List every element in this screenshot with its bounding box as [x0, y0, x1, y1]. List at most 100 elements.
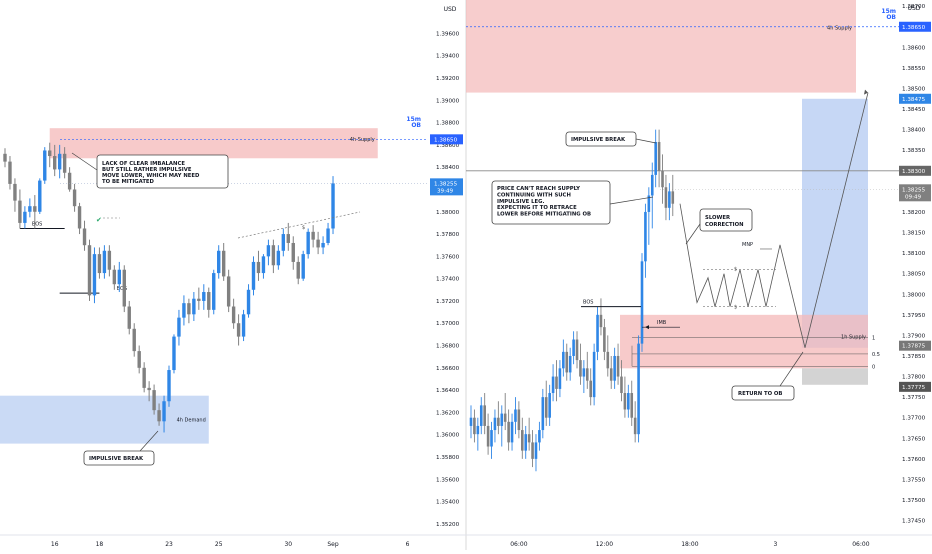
callout-box — [731, 385, 795, 401]
y-tick-label: 1.35800 — [436, 455, 460, 461]
candle-body — [28, 206, 32, 212]
candle-body — [500, 413, 504, 426]
candle-body — [236, 323, 241, 337]
y-tick-label: 1.38200 — [902, 210, 926, 216]
supply-zone — [620, 314, 868, 369]
candle-body — [603, 327, 606, 352]
stop-price-tag — [899, 381, 931, 392]
callout-text: SLOWER — [705, 215, 730, 221]
candle-body — [609, 368, 613, 381]
candle-body — [483, 405, 486, 426]
y-tick-label: 1.38000 — [436, 210, 460, 216]
y-tick-label: 1.39400 — [436, 54, 460, 60]
current-price: 1.38255 — [902, 187, 926, 193]
candle-body — [531, 442, 534, 459]
candle-body — [306, 231, 310, 255]
currency-label: USD — [908, 5, 921, 12]
candle-body — [647, 195, 651, 212]
current-price: 1.38255 — [434, 181, 458, 187]
y-tick-label: 1.35400 — [436, 500, 460, 506]
zone-label: 4h Supply — [827, 26, 852, 32]
y-tick-label: 1.37900 — [902, 333, 926, 339]
candle-body — [266, 245, 271, 257]
callout-arrow — [139, 430, 159, 452]
candle-body — [221, 250, 226, 277]
candle-body — [671, 191, 675, 204]
candle-body — [657, 141, 661, 171]
candle-body — [316, 239, 320, 248]
x-tick-label: 12:00 — [596, 541, 613, 548]
candle-body — [613, 355, 616, 381]
candle-body — [599, 314, 603, 328]
candle-body — [538, 430, 541, 443]
callout-box — [491, 180, 611, 225]
demand-zone — [0, 395, 209, 444]
candle-body — [97, 254, 102, 274]
y-tick-label: 1.38150 — [902, 231, 926, 237]
candle-body — [575, 339, 579, 361]
candle-body — [82, 228, 87, 246]
y-tick-label: 1.37800 — [902, 375, 926, 381]
candle-body — [177, 317, 181, 337]
target-zone — [802, 98, 868, 348]
callout-text: EXPECTING IT TO RETRACE — [497, 205, 577, 211]
candle-body — [18, 200, 22, 223]
candle-body — [281, 234, 286, 251]
callout-text: PRICE CAN'T REACH SUPPLY — [497, 186, 580, 192]
x-tick-label: 18:00 — [681, 541, 698, 548]
candle-body — [534, 442, 538, 459]
supply-zone — [466, 0, 856, 93]
liquidity-mark: $ — [734, 305, 737, 311]
left-chart: 4h Supply 4h Demand BOS BOS $ ✔ LACK OF CLEAR … — [0, 6, 466, 548]
trend-line — [237, 211, 361, 239]
candle-body — [490, 430, 493, 447]
level-price-tag — [899, 165, 931, 176]
callout-text: IMPULSIVE BREAK — [89, 456, 144, 462]
candle-body — [596, 314, 599, 352]
stop-price: 1.37775 — [902, 385, 926, 391]
y-tick-label: 1.38450 — [902, 107, 926, 113]
candle-body — [38, 180, 42, 212]
candle-body — [152, 390, 156, 411]
candle-body — [623, 393, 627, 410]
callout-arrow — [635, 138, 657, 144]
candle-body — [187, 303, 191, 315]
callout-box — [96, 154, 229, 189]
candle-body — [147, 387, 151, 391]
candle-body — [585, 368, 589, 381]
y-tick-label: 1.39600 — [436, 31, 460, 37]
stop-zone — [802, 368, 868, 385]
x-tick-label: 16 — [51, 541, 59, 548]
candle-body — [589, 380, 592, 398]
x-tick-label: 06:00 — [852, 541, 869, 548]
candle-body — [633, 417, 637, 435]
y-tick-label: 1.37500 — [902, 498, 926, 504]
candle-body — [301, 254, 305, 279]
y-tick-label: 1.38000 — [902, 292, 926, 298]
candle-body — [620, 376, 623, 394]
entry-price-tag — [899, 340, 931, 351]
y-tick-label: 1.38400 — [436, 165, 460, 171]
candle-body — [167, 370, 171, 402]
candle-body — [67, 172, 72, 190]
y-tick-label: 1.37000 — [436, 321, 460, 327]
callout-arrow — [609, 196, 654, 205]
candle-body — [132, 328, 136, 352]
candle-body — [48, 150, 52, 157]
callout-arrow — [71, 152, 98, 171]
candle-body — [517, 409, 521, 431]
candle-body — [493, 417, 497, 431]
candle-body — [157, 410, 161, 422]
candle-body — [469, 417, 473, 426]
candle-body — [527, 434, 531, 443]
y-tick-label: 1.37950 — [902, 313, 926, 319]
y-tick-label: 1.38600 — [902, 45, 926, 51]
candle-body — [246, 289, 251, 315]
candle-body — [650, 174, 654, 196]
candle-body — [102, 250, 107, 274]
y-tick-label: 1.36200 — [436, 410, 460, 416]
callout-box — [699, 208, 753, 232]
candle-body — [510, 421, 514, 443]
